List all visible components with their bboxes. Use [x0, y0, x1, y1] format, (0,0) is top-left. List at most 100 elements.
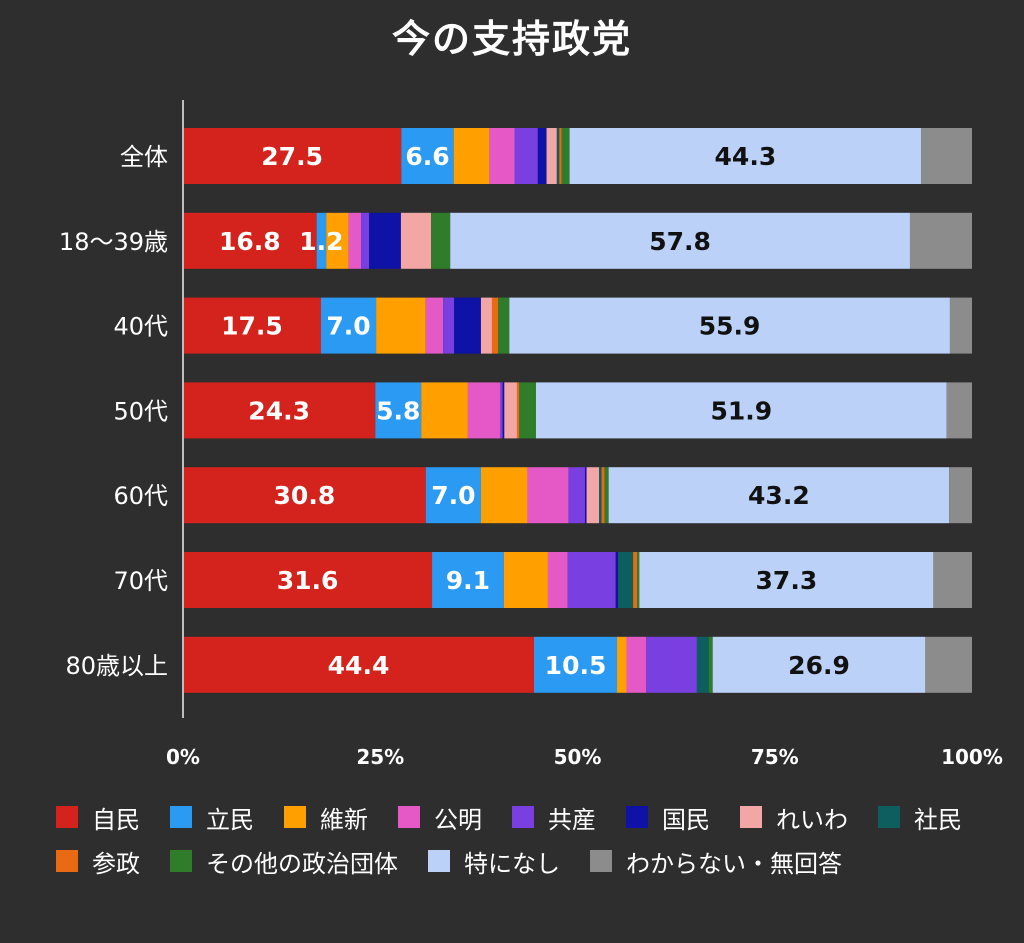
bar-segment — [361, 212, 370, 269]
bar-segment — [608, 467, 950, 524]
legend-label: わからない・無回答 — [626, 849, 842, 878]
bar-segment — [949, 297, 972, 354]
data-label: 26.9 — [788, 651, 850, 680]
bar-segment — [320, 297, 377, 354]
bar-segment — [348, 212, 362, 269]
data-label: 57.8 — [649, 227, 711, 256]
bar-segment — [626, 636, 647, 693]
data-label: 43.2 — [748, 481, 810, 510]
data-label: 51.9 — [710, 396, 772, 425]
bar-segment — [489, 128, 515, 184]
bar-segment — [509, 297, 950, 354]
category-label: 50代 — [113, 397, 168, 425]
bar-segment — [498, 297, 510, 354]
legend-swatch — [398, 806, 420, 828]
bar-segment — [453, 128, 490, 184]
category-label: 70代 — [113, 567, 168, 595]
stacked-bar-chart: 0% 25% 50% 75% 100% 全体 27.5 6.6 44.3 18〜39歳 16.8 1… — [59, 100, 1003, 769]
bar-segment — [618, 552, 634, 608]
bar-segment — [949, 467, 972, 524]
bar-segment — [909, 212, 972, 269]
data-label: 27.5 — [261, 142, 323, 171]
x-tick-label: 75% — [751, 745, 799, 769]
bar-segment — [401, 128, 454, 184]
legend-swatch — [878, 806, 900, 828]
legend-label: 特になし — [464, 849, 560, 878]
legend-item: 社民 — [878, 802, 962, 834]
bar-segment — [567, 552, 616, 608]
bar-segment — [534, 636, 618, 693]
bar-segment — [503, 552, 548, 608]
legend-swatch — [56, 850, 78, 872]
legend-item: 特になし — [428, 846, 560, 878]
data-label: 24.3 — [248, 396, 310, 425]
data-label: 31.6 — [277, 566, 339, 595]
bar-segment — [400, 212, 432, 269]
bar-segment — [556, 128, 560, 184]
data-label: 55.9 — [699, 312, 761, 341]
legend-label: 公明 — [434, 805, 482, 834]
legend-item: 参政 — [56, 846, 140, 878]
legend-label: 自民 — [92, 805, 140, 834]
bar-segment — [183, 212, 317, 269]
bar-segment — [431, 212, 451, 269]
legend-swatch — [56, 806, 78, 828]
x-tick-label: 100% — [941, 745, 1003, 769]
category-label: 80歳以上 — [65, 652, 168, 680]
data-label: 16.8 — [219, 227, 281, 256]
legend-swatch — [590, 850, 612, 872]
legend-swatch — [740, 806, 762, 828]
bar-segment — [183, 297, 321, 354]
bar-segment — [443, 297, 455, 354]
legend-item: 公明 — [398, 802, 482, 834]
bar-segment — [504, 382, 517, 439]
legend-swatch — [284, 806, 306, 828]
bar-segment — [568, 467, 585, 524]
bar-segment — [316, 212, 327, 269]
bar-segment — [646, 636, 697, 693]
legend: 自民 立民 維新 公明 共産 国民 れいわ 社民参政 その他の政治団体 特になし わからない・無回答 — [56, 802, 996, 878]
legend-item: わからない・無回答 — [590, 846, 842, 878]
bar-segment — [502, 382, 505, 439]
bar-segment — [584, 467, 587, 524]
bar-segment — [425, 467, 481, 524]
bar-segment — [183, 636, 535, 693]
bar-segment — [925, 636, 972, 693]
data-label: 5.8 — [376, 396, 420, 425]
bar-segment — [599, 467, 602, 524]
bar-segment — [421, 382, 468, 439]
bar-segment — [637, 552, 640, 608]
bar-segment — [450, 212, 910, 269]
bar-segment — [432, 552, 504, 608]
legend-label: 共産 — [548, 805, 596, 834]
bar-segment — [514, 128, 538, 184]
bar-segment — [639, 552, 934, 608]
bar-segment — [569, 128, 922, 184]
bar-segment — [708, 636, 713, 693]
bar-segment — [500, 382, 503, 439]
bar-segment — [633, 552, 638, 608]
x-tick-label: 25% — [356, 745, 404, 769]
legend-item: 維新 — [284, 802, 368, 834]
bar-segment — [454, 297, 481, 354]
data-label: 37.3 — [756, 566, 818, 595]
bar-segment — [183, 467, 426, 524]
data-label: 9.1 — [446, 566, 490, 595]
bar-segment — [480, 467, 528, 524]
bar-segment — [696, 636, 709, 693]
bar-segment — [376, 297, 426, 354]
legend-swatch — [626, 806, 648, 828]
legend-label: その他の政治団体 — [206, 849, 398, 878]
legend-label: 国民 — [662, 805, 710, 834]
data-label: 6.6 — [405, 142, 449, 171]
bar-segment — [617, 636, 627, 693]
category-label: 40代 — [113, 313, 168, 341]
legend-label: れいわ — [776, 805, 848, 834]
bar-segment — [491, 297, 499, 354]
legend-swatch — [170, 850, 192, 872]
bar-segment — [535, 382, 947, 439]
bar-segment — [712, 636, 926, 693]
legend-label: 立民 — [206, 805, 254, 834]
data-label: 44.4 — [328, 651, 390, 680]
bar-segment — [480, 297, 492, 354]
